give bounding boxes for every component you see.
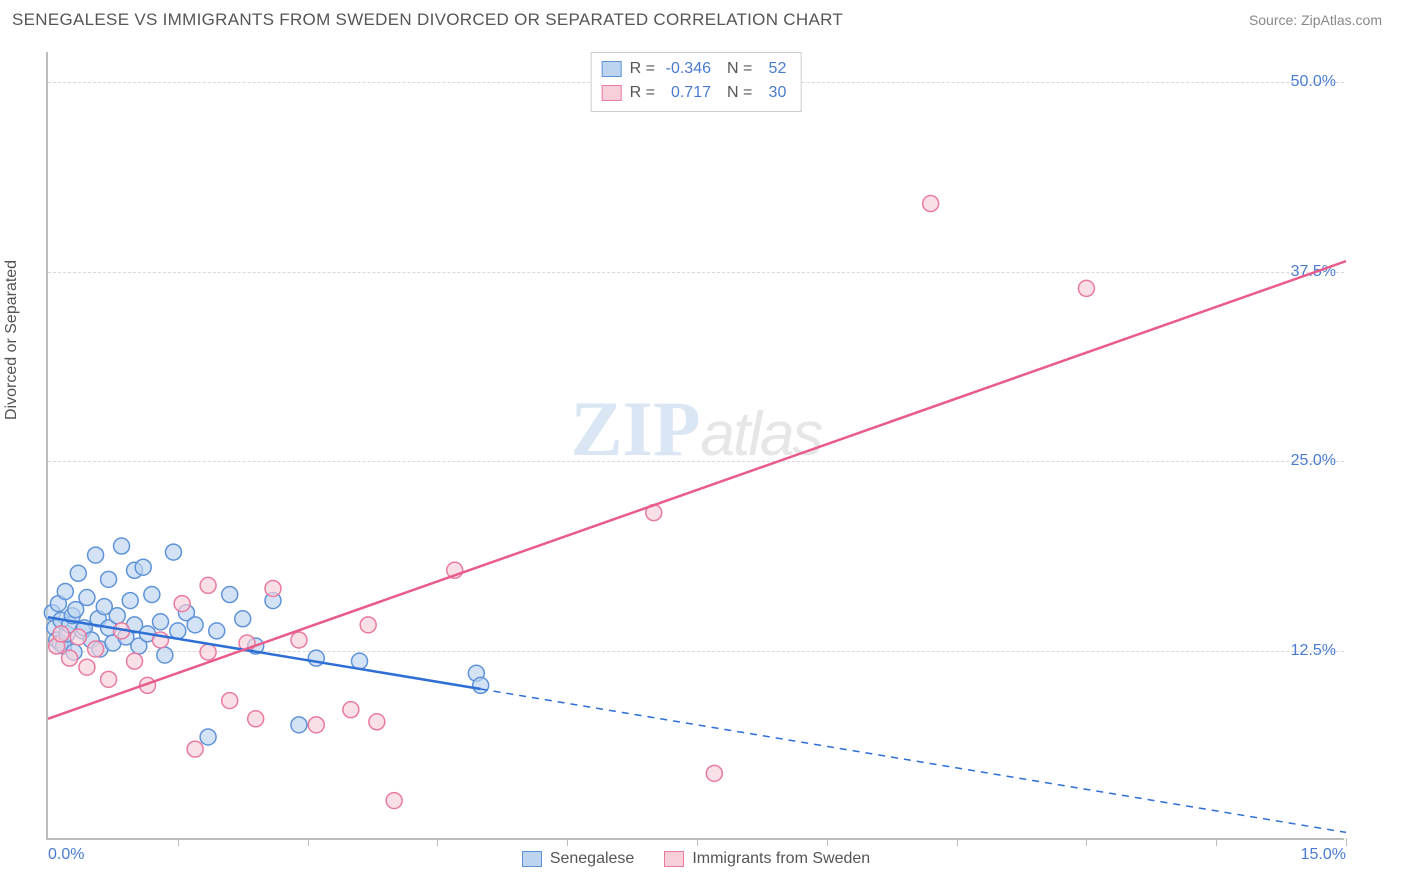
scatter-point: [152, 614, 168, 630]
stats-row-series1: R = -0.346 N = 52: [602, 57, 787, 81]
scatter-point: [144, 587, 160, 603]
x-tick-mark: [308, 838, 309, 846]
legend-item-series2: Immigrants from Sweden: [664, 850, 870, 868]
scatter-point: [265, 580, 281, 596]
scatter-point: [308, 717, 324, 733]
scatter-point: [122, 593, 138, 609]
scatter-point: [187, 617, 203, 633]
n-value-series1: 52: [758, 57, 786, 81]
scatter-point: [165, 544, 181, 560]
n-label: N =: [727, 81, 752, 105]
scatter-point: [53, 626, 69, 642]
scatter-point: [200, 729, 216, 745]
stats-swatch-series2: [602, 85, 622, 101]
correlation-stats-box: R = -0.346 N = 52 R = 0.717 N = 30: [591, 52, 802, 112]
scatter-point: [200, 577, 216, 593]
scatter-point: [88, 641, 104, 657]
stats-text-series1: R = -0.346 N = 52: [630, 57, 787, 81]
scatter-point: [343, 702, 359, 718]
scatter-point: [70, 629, 86, 645]
source-label: Source: ZipAtlas.com: [1249, 12, 1382, 28]
scatter-point: [923, 196, 939, 212]
scatter-point: [157, 647, 173, 663]
x-tick-mark: [1216, 838, 1217, 846]
scatter-point: [369, 714, 385, 730]
scatter-point: [248, 711, 264, 727]
scatter-point: [222, 587, 238, 603]
scatter-point: [101, 571, 117, 587]
stats-swatch-series1: [602, 61, 622, 77]
x-tick-mark: [567, 838, 568, 846]
scatter-point: [127, 653, 143, 669]
scatter-point: [114, 538, 130, 554]
r-value-series2: 0.717: [661, 81, 711, 105]
scatter-point: [79, 590, 95, 606]
x-tick-mark: [178, 838, 179, 846]
scatter-point: [1078, 280, 1094, 296]
x-tick-mark: [437, 838, 438, 846]
scatter-point: [187, 741, 203, 757]
scatter-point: [386, 793, 402, 809]
scatter-point: [79, 659, 95, 675]
scatter-point: [291, 632, 307, 648]
x-tick-mark: [1346, 838, 1347, 846]
legend-swatch-series1: [522, 851, 542, 867]
r-label: R =: [630, 81, 655, 105]
scatter-point: [706, 765, 722, 781]
scatter-point: [57, 583, 73, 599]
scatter-point: [174, 596, 190, 612]
scatter-point: [360, 617, 376, 633]
scatter-point: [235, 611, 251, 627]
trend-line-dashed: [481, 689, 1346, 832]
scatter-point: [170, 623, 186, 639]
x-tick-mark: [827, 838, 828, 846]
scatter-point: [101, 671, 117, 687]
scatter-point: [109, 608, 125, 624]
n-value-series2: 30: [758, 81, 786, 105]
chart-header: SENEGALESE VS IMMIGRANTS FROM SWEDEN DIV…: [0, 0, 1406, 36]
trend-line-solid: [48, 261, 1346, 719]
scatter-point: [291, 717, 307, 733]
plot-svg: [48, 52, 1344, 838]
chart-title: SENEGALESE VS IMMIGRANTS FROM SWEDEN DIV…: [12, 10, 843, 30]
legend-swatch-series2: [664, 851, 684, 867]
x-tick-mark: [1086, 838, 1087, 846]
scatter-point: [200, 644, 216, 660]
stats-text-series2: R = 0.717 N = 30: [630, 81, 787, 105]
n-label: N =: [727, 57, 752, 81]
scatter-point: [135, 559, 151, 575]
x-tick-mark: [957, 838, 958, 846]
legend-label-series1: Senegalese: [550, 850, 635, 868]
r-value-series1: -0.346: [661, 57, 711, 81]
scatter-point: [222, 693, 238, 709]
legend-label-series2: Immigrants from Sweden: [692, 850, 870, 868]
plot-area: ZIPatlas 12.5%25.0%37.5%50.0% 0.0%15.0% …: [46, 52, 1344, 840]
scatter-point: [209, 623, 225, 639]
scatter-point: [62, 650, 78, 666]
r-label: R =: [630, 57, 655, 81]
y-axis-label: Divorced or Separated: [3, 260, 21, 420]
scatter-point: [70, 565, 86, 581]
scatter-point: [88, 547, 104, 563]
x-tick-mark: [697, 838, 698, 846]
stats-row-series2: R = 0.717 N = 30: [602, 81, 787, 105]
legend-item-series1: Senegalese: [522, 850, 635, 868]
bottom-legend: Senegalese Immigrants from Sweden: [48, 850, 1344, 868]
scatter-point: [473, 677, 489, 693]
